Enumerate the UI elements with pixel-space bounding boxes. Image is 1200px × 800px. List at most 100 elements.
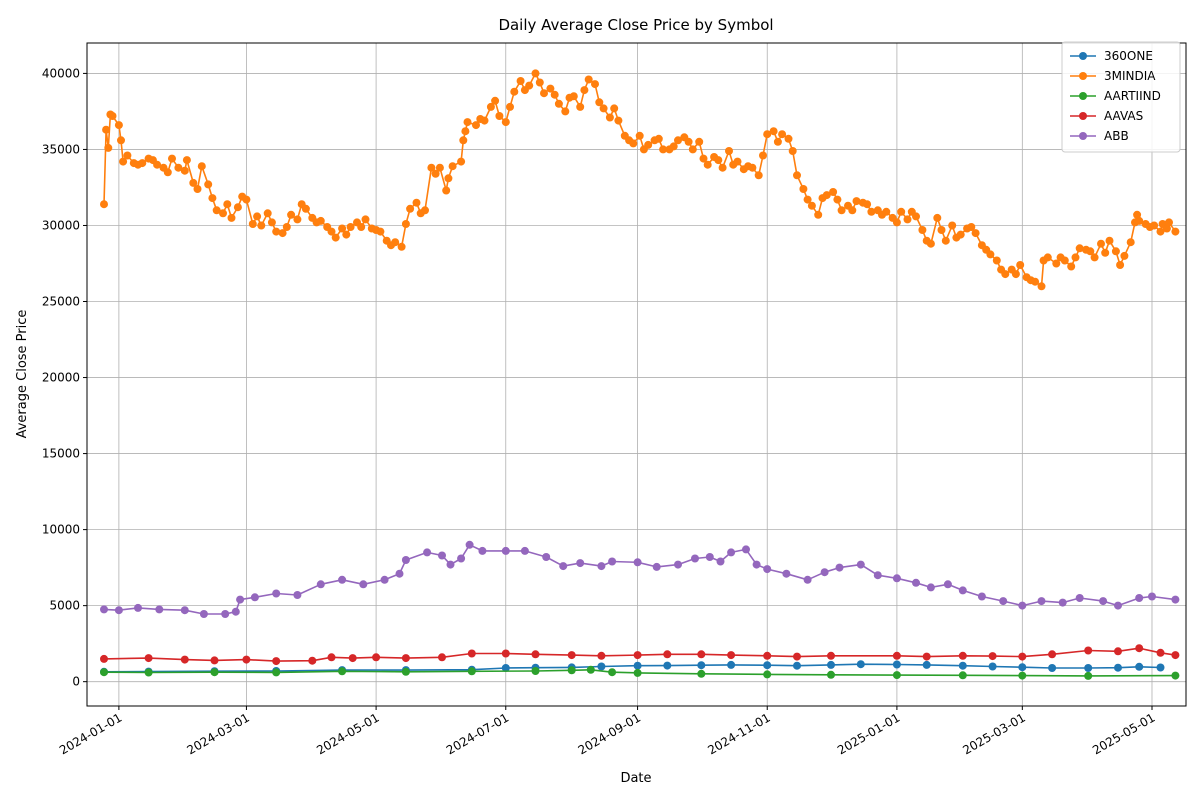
- data-point: [1038, 282, 1046, 290]
- data-point: [372, 653, 380, 661]
- data-point: [799, 185, 807, 193]
- data-point: [610, 104, 618, 112]
- data-point: [897, 208, 905, 216]
- data-point: [629, 139, 637, 147]
- data-point: [774, 138, 782, 146]
- data-point: [506, 103, 514, 111]
- data-point: [342, 231, 350, 239]
- data-point: [912, 212, 920, 220]
- data-point: [848, 206, 856, 214]
- data-point: [989, 652, 997, 660]
- data-point: [614, 117, 622, 125]
- data-point: [219, 209, 227, 217]
- data-point: [827, 661, 835, 669]
- data-point: [685, 138, 693, 146]
- data-point: [763, 661, 771, 669]
- data-point: [634, 558, 642, 566]
- data-point: [580, 86, 588, 94]
- data-point: [532, 667, 540, 675]
- data-point: [863, 200, 871, 208]
- x-axis-label: Date: [620, 771, 651, 786]
- data-point: [727, 651, 735, 659]
- data-point: [242, 656, 250, 664]
- y-tick-label: 40000: [42, 66, 80, 80]
- data-point: [181, 606, 189, 614]
- data-point: [833, 196, 841, 204]
- data-point: [1171, 651, 1179, 659]
- data-point: [211, 656, 219, 664]
- data-point: [502, 547, 510, 555]
- data-point: [495, 112, 503, 120]
- data-point: [332, 234, 340, 242]
- data-point: [423, 548, 431, 556]
- data-point: [449, 162, 457, 170]
- data-point: [697, 670, 705, 678]
- data-point: [804, 576, 812, 584]
- data-point: [491, 97, 499, 105]
- data-point: [145, 654, 153, 662]
- data-point: [927, 240, 935, 248]
- data-point: [257, 222, 265, 230]
- data-point: [223, 200, 231, 208]
- data-point: [634, 662, 642, 670]
- data-point: [251, 593, 259, 601]
- data-point: [653, 563, 661, 571]
- data-point: [1099, 597, 1107, 605]
- data-point: [1171, 672, 1179, 680]
- data-point: [100, 200, 108, 208]
- data-point: [814, 211, 822, 219]
- data-point: [253, 212, 261, 220]
- data-point: [576, 559, 584, 567]
- y-tick-label: 5000: [49, 599, 80, 613]
- data-point: [972, 229, 980, 237]
- data-point: [308, 657, 316, 665]
- data-point: [293, 591, 301, 599]
- data-point: [727, 661, 735, 669]
- legend-label: ABB: [1104, 129, 1129, 143]
- data-point: [317, 580, 325, 588]
- data-point: [808, 202, 816, 210]
- data-point: [1059, 599, 1067, 607]
- legend-label: 3MINDIA: [1104, 69, 1156, 83]
- data-point: [893, 671, 901, 679]
- data-point: [1091, 253, 1099, 261]
- data-point: [200, 610, 208, 618]
- data-point: [959, 671, 967, 679]
- data-point: [204, 180, 212, 188]
- data-point: [1012, 270, 1020, 278]
- data-point: [1072, 253, 1080, 261]
- data-point: [464, 118, 472, 126]
- data-point: [714, 156, 722, 164]
- data-point: [655, 135, 663, 143]
- data-point: [857, 561, 865, 569]
- data-point: [874, 571, 882, 579]
- data-point: [742, 545, 750, 553]
- data-point: [838, 206, 846, 214]
- data-point: [978, 593, 986, 601]
- legend-marker: [1079, 52, 1087, 60]
- data-point: [606, 114, 614, 122]
- y-tick-label: 0: [72, 675, 80, 689]
- data-point: [123, 152, 131, 160]
- data-point: [283, 223, 291, 231]
- data-point: [272, 668, 280, 676]
- data-point: [717, 558, 725, 566]
- data-point: [793, 653, 801, 661]
- data-point: [759, 152, 767, 160]
- data-point: [264, 209, 272, 217]
- data-point: [1116, 261, 1124, 269]
- data-point: [542, 553, 550, 561]
- data-point: [293, 215, 301, 223]
- data-point: [457, 158, 465, 166]
- data-point: [829, 188, 837, 196]
- data-point: [778, 130, 786, 138]
- data-point: [1114, 602, 1122, 610]
- data-point: [597, 562, 605, 570]
- data-point: [536, 79, 544, 87]
- data-point: [302, 205, 310, 213]
- data-point: [1048, 650, 1056, 658]
- data-point: [109, 112, 117, 120]
- data-point: [183, 156, 191, 164]
- data-point: [510, 88, 518, 96]
- data-point: [502, 650, 510, 658]
